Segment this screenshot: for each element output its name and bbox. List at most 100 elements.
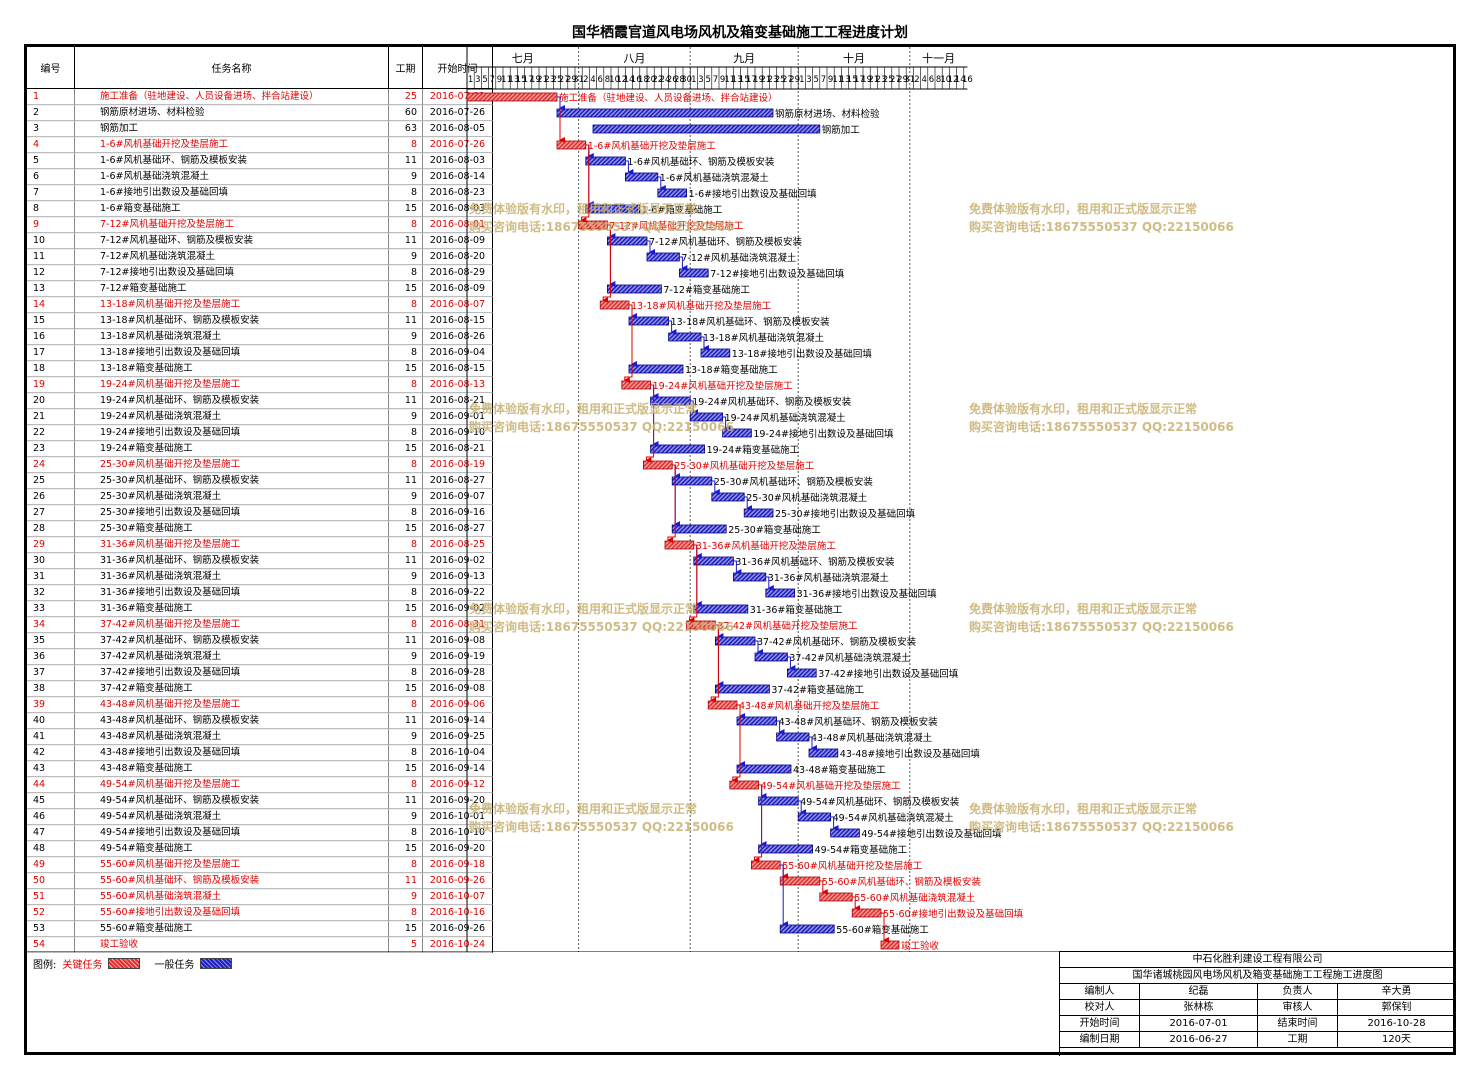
day-label: 17 <box>523 75 534 85</box>
task-name: 43-48#风机基础浇筑混凝土 <box>75 729 389 745</box>
task-bar <box>715 636 756 646</box>
task-bar <box>736 716 777 726</box>
task-name: 7-12#风机基础开挖及垫层施工 <box>75 217 389 233</box>
task-start: 2016-08-09 <box>423 281 493 297</box>
critical-task-bar <box>466 92 558 102</box>
task-bar-label: 49-54#风机基础浇筑混凝土 <box>833 812 955 824</box>
task-bar-label: 13-18#箱变基础施工 <box>685 364 778 376</box>
task-no: 33 <box>27 601 75 617</box>
task-no: 27 <box>27 505 75 521</box>
task-name: 13-18#接地引出数设及基础回填 <box>75 345 389 361</box>
task-duration: 15 <box>389 921 423 937</box>
task-no: 28 <box>27 521 75 537</box>
task-name: 43-48#风机基础环、钢筋及模板安装 <box>75 713 389 729</box>
task-bar-label: 施工准备（驻地建设、人员设备进场、拌合站建设） <box>559 92 778 104</box>
day-label: 11 <box>724 75 735 85</box>
info-label: 编制日期 <box>1060 1032 1140 1047</box>
task-bar-label: 1-6#风机基础环、钢筋及模板安装 <box>627 156 774 168</box>
day-label: 19 <box>861 75 872 85</box>
day-label: 29 <box>789 75 800 85</box>
task-no: 13 <box>27 281 75 297</box>
task-no: 38 <box>27 681 75 697</box>
day-label: 4 <box>921 75 926 85</box>
info-value: 郭保钊 <box>1338 1000 1456 1015</box>
task-name: 19-24#风机基础浇筑混凝土 <box>75 409 389 425</box>
task-no: 4 <box>27 137 75 153</box>
day-label: 16 <box>631 75 642 85</box>
task-name: 25-30#箱变基础施工 <box>75 521 389 537</box>
task-bar-label: 49-54#风机基础开挖及垫层施工 <box>761 780 902 792</box>
task-bar-label: 55-60#风机基础环、钢筋及模板安装 <box>822 876 982 888</box>
task-start: 2016-10-04 <box>423 745 493 761</box>
critical-task-bar <box>880 940 900 950</box>
day-label: 27 <box>782 75 793 85</box>
task-start: 2016-09-07 <box>423 489 493 505</box>
month-label: 七月 <box>512 52 534 65</box>
task-no: 29 <box>27 537 75 553</box>
day-label: 1 <box>468 75 473 85</box>
task-no: 48 <box>27 841 75 857</box>
dependency-link <box>809 736 817 751</box>
task-no: 32 <box>27 585 75 601</box>
task-name: 49-54#风机基础环、钢筋及模板安装 <box>75 793 389 809</box>
task-name: 25-30#风机基础浇筑混凝土 <box>75 489 389 505</box>
task-duration: 8 <box>389 217 423 233</box>
task-name: 43-48#接地引出数设及基础回填 <box>75 745 389 761</box>
task-bar-label: 37-42#箱变基础施工 <box>771 684 864 696</box>
dependency-link <box>580 144 590 223</box>
day-label: 1 <box>691 75 696 85</box>
task-bar-label: 25-30#风机基础环、钢筋及模板安装 <box>714 476 874 488</box>
task-duration: 11 <box>389 153 423 169</box>
task-bar-label: 37-42#风机基础浇筑混凝土 <box>789 652 911 664</box>
task-bar-label: 竣工验收 <box>901 940 940 952</box>
day-label: 30 <box>681 75 692 85</box>
day-label: 27 <box>890 75 901 85</box>
task-name: 55-60#风机基础环、钢筋及模板安装 <box>75 873 389 889</box>
dependency-link <box>602 224 611 303</box>
task-no: 46 <box>27 809 75 825</box>
day-label: 13 <box>732 75 743 85</box>
task-duration: 15 <box>389 201 423 217</box>
task-no: 17 <box>27 345 75 361</box>
task-no: 41 <box>27 729 75 745</box>
task-duration: 11 <box>389 393 423 409</box>
task-bar <box>758 796 799 806</box>
task-no: 37 <box>27 665 75 681</box>
task-bar-label: 7-12#风机基础环、钢筋及模板安装 <box>649 236 803 248</box>
task-duration: 9 <box>389 809 423 825</box>
task-bar-label: 7-12#接地引出数设及基础回填 <box>710 268 845 280</box>
task-name: 1-6#风机基础开挖及垫层施工 <box>75 137 389 153</box>
day-label: 9 <box>720 75 725 85</box>
day-label: 7 <box>821 75 826 85</box>
task-start: 2016-08-23 <box>423 185 493 201</box>
task-start: 2016-08-15 <box>423 361 493 377</box>
task-start: 2016-08-25 <box>423 537 493 553</box>
task-start: 2016-08-29 <box>423 265 493 281</box>
task-name: 31-36#接地引出数设及基础回填 <box>75 585 389 601</box>
day-label: 5 <box>813 75 818 85</box>
task-bar-label: 25-30#风机基础开挖及垫层施工 <box>674 460 815 472</box>
legend-normal-swatch <box>200 958 233 969</box>
task-duration: 9 <box>389 649 423 665</box>
task-no: 3 <box>27 121 75 137</box>
task-no: 39 <box>27 697 75 713</box>
info-value: 纪磊 <box>1140 984 1258 999</box>
task-name: 钢筋原材进场、材料检验 <box>75 105 389 121</box>
task-bar <box>625 172 659 182</box>
task-duration: 9 <box>389 889 423 905</box>
task-name: 43-48#风机基础开挖及垫层施工 <box>75 697 389 713</box>
task-name: 55-60#风机基础开挖及垫层施工 <box>75 857 389 873</box>
info-value: 辛大勇 <box>1338 984 1456 999</box>
task-no: 1 <box>27 89 75 105</box>
task-bar <box>556 108 774 118</box>
task-start: 2016-09-08 <box>423 633 493 649</box>
task-no: 5 <box>27 153 75 169</box>
day-label: 19 <box>753 75 764 85</box>
dependency-link <box>667 464 676 543</box>
task-bar <box>693 556 734 566</box>
task-start: 2016-09-18 <box>423 857 493 873</box>
task-duration: 8 <box>389 905 423 921</box>
task-no: 20 <box>27 393 75 409</box>
task-duration: 11 <box>389 313 423 329</box>
task-bar-label: 43-48#风机基础开挖及垫层施工 <box>739 700 880 712</box>
